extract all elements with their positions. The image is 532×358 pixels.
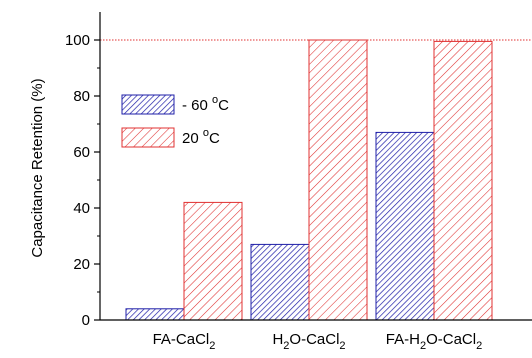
bar-plus20-2 — [433, 40, 493, 321]
x-category-label: FA-H2O-CaCl2 — [386, 331, 482, 352]
y-tick-label: 40 — [73, 200, 90, 217]
degree-superscript: o — [212, 94, 218, 106]
axes — [99, 12, 532, 321]
bar-minus60-2 — [375, 131, 435, 321]
legend-label: 20 oC — [182, 127, 220, 147]
label-text: O-CaCl — [426, 331, 476, 348]
y-ticks: 0 20 40 60 80 100 — [65, 32, 100, 329]
bar-plus20-0 — [183, 201, 243, 321]
bar-minus60-0 — [125, 308, 185, 321]
legend-label-text: - 60 — [182, 97, 212, 114]
legend-unit: C — [218, 97, 229, 114]
label-text: FA-H — [386, 331, 420, 348]
legend-label: - 60 oC — [182, 94, 229, 114]
y-tick-label: 0 — [82, 312, 90, 329]
x-category-label: FA-CaCl2 — [153, 331, 216, 352]
y-tick-label: 60 — [73, 144, 90, 161]
bar-minus60-1 — [250, 243, 310, 321]
x-category-label: H2O-CaCl2 — [272, 331, 345, 352]
bar-plus20-1 — [308, 39, 368, 321]
legend-unit: C — [209, 130, 220, 147]
label-text: FA-CaCl — [153, 331, 210, 348]
label-text: O-CaCl — [289, 331, 339, 348]
degree-superscript: o — [203, 127, 209, 139]
legend-label-text: 20 — [182, 130, 203, 147]
subscript: 2 — [283, 340, 289, 352]
label-text: H — [272, 331, 283, 348]
y-tick-label: 80 — [73, 88, 90, 105]
x-category-labels: FA-CaCl2 H2O-CaCl2 FA-H2O-CaCl2 — [153, 331, 483, 352]
y-axis-title: Capacitance Retention (%) — [29, 78, 46, 257]
subscript: 2 — [209, 340, 215, 352]
subscript: 2 — [339, 340, 345, 352]
y-tick-label: 100 — [65, 32, 90, 49]
subscript: 2 — [420, 340, 426, 352]
legend-swatch — [121, 94, 175, 115]
bars-layer — [125, 39, 493, 321]
subscript: 2 — [476, 340, 482, 352]
legend-swatch — [121, 127, 175, 148]
y-tick-label: 20 — [73, 256, 90, 273]
